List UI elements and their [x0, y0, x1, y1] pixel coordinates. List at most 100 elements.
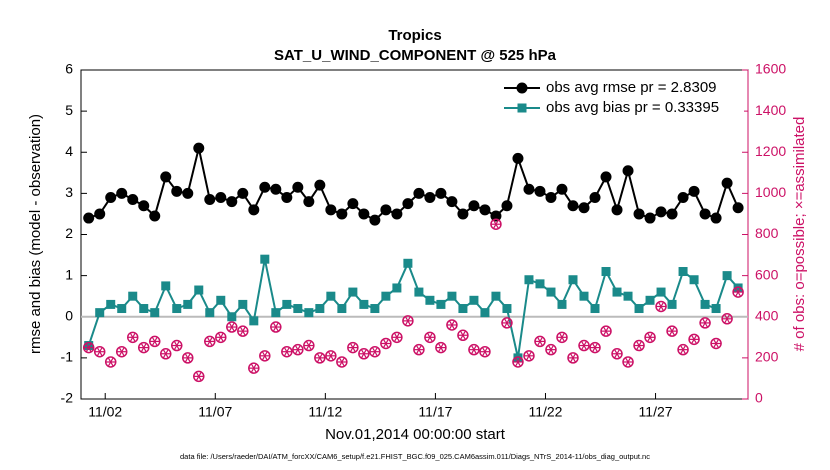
point	[700, 299, 710, 309]
point	[677, 191, 689, 203]
point	[292, 343, 304, 356]
point	[644, 331, 656, 344]
chart-subtitle: SAT_U_WIND_COMPONENT @ 525 hPa	[274, 47, 557, 64]
point	[105, 191, 117, 203]
point	[633, 339, 645, 352]
point	[689, 275, 699, 285]
point	[117, 304, 127, 314]
point	[370, 304, 380, 314]
point	[667, 299, 677, 309]
marker-star	[162, 349, 169, 359]
marker-star	[702, 318, 709, 328]
point	[600, 171, 612, 183]
point	[622, 165, 634, 177]
point	[468, 343, 480, 356]
y2-tick-label: 0	[755, 390, 763, 406]
point	[183, 299, 193, 309]
point	[161, 281, 171, 291]
point	[402, 198, 414, 210]
point	[479, 204, 491, 216]
point	[546, 287, 556, 297]
marker-star	[140, 342, 147, 353]
point	[82, 341, 95, 354]
point	[611, 348, 623, 360]
point	[293, 304, 303, 314]
point	[479, 345, 491, 358]
point	[237, 187, 249, 199]
point	[347, 198, 359, 210]
point	[413, 343, 425, 356]
marker-star	[250, 363, 257, 373]
point	[315, 304, 325, 314]
point	[721, 313, 733, 325]
point	[732, 286, 744, 298]
y2-axis-label: # of obs: o=possible; ×=assimilated	[791, 117, 808, 352]
marker-star	[636, 340, 643, 351]
marker-star	[713, 338, 720, 349]
marker-star	[448, 320, 455, 330]
point	[722, 271, 732, 281]
point	[732, 202, 744, 214]
legend-marker	[517, 103, 527, 113]
point	[336, 208, 348, 220]
point	[435, 187, 447, 199]
y2-tick-label: 200	[755, 349, 779, 365]
marker-star	[625, 357, 632, 367]
point	[535, 279, 545, 289]
marker-star	[151, 336, 158, 347]
marker-star	[129, 332, 136, 342]
point	[137, 341, 150, 354]
point	[83, 212, 95, 224]
marker-star	[272, 322, 279, 332]
marker-star	[724, 314, 731, 324]
point	[391, 331, 403, 344]
point	[270, 183, 282, 195]
point	[688, 333, 700, 346]
point	[95, 308, 105, 318]
marker-star	[195, 371, 202, 382]
point	[358, 208, 370, 220]
point	[545, 191, 557, 203]
point	[391, 208, 403, 220]
point	[524, 275, 534, 285]
marker-star	[360, 349, 367, 359]
point	[182, 352, 194, 364]
point	[193, 142, 205, 154]
y2-tick-label: 1000	[755, 184, 786, 200]
point	[414, 287, 424, 297]
point	[468, 200, 480, 212]
point	[644, 212, 656, 224]
point	[348, 287, 358, 297]
point	[623, 291, 633, 301]
point	[326, 291, 336, 301]
point	[677, 343, 689, 356]
point	[579, 291, 589, 301]
point	[215, 331, 227, 344]
point	[115, 345, 128, 358]
point	[622, 356, 634, 368]
marker-star	[371, 347, 378, 357]
point	[194, 285, 204, 295]
point	[424, 331, 436, 344]
point	[666, 325, 678, 337]
y-tick-label: -1	[61, 349, 74, 365]
point	[381, 291, 391, 301]
marker-star	[305, 340, 312, 351]
marker-star	[294, 345, 301, 355]
point	[634, 304, 644, 314]
x-tick-label: 11/22	[528, 404, 562, 420]
point	[248, 204, 260, 216]
point	[523, 183, 535, 195]
point	[271, 308, 281, 318]
y-axis-label: rmse and bias (model - observation)	[27, 114, 44, 354]
point	[402, 315, 414, 327]
point	[589, 341, 601, 354]
point	[216, 295, 226, 305]
point	[94, 208, 106, 220]
point	[205, 308, 215, 318]
point	[139, 304, 149, 314]
point	[325, 350, 337, 362]
marker-star	[547, 345, 555, 355]
point	[204, 335, 216, 348]
marker-star	[393, 332, 400, 342]
